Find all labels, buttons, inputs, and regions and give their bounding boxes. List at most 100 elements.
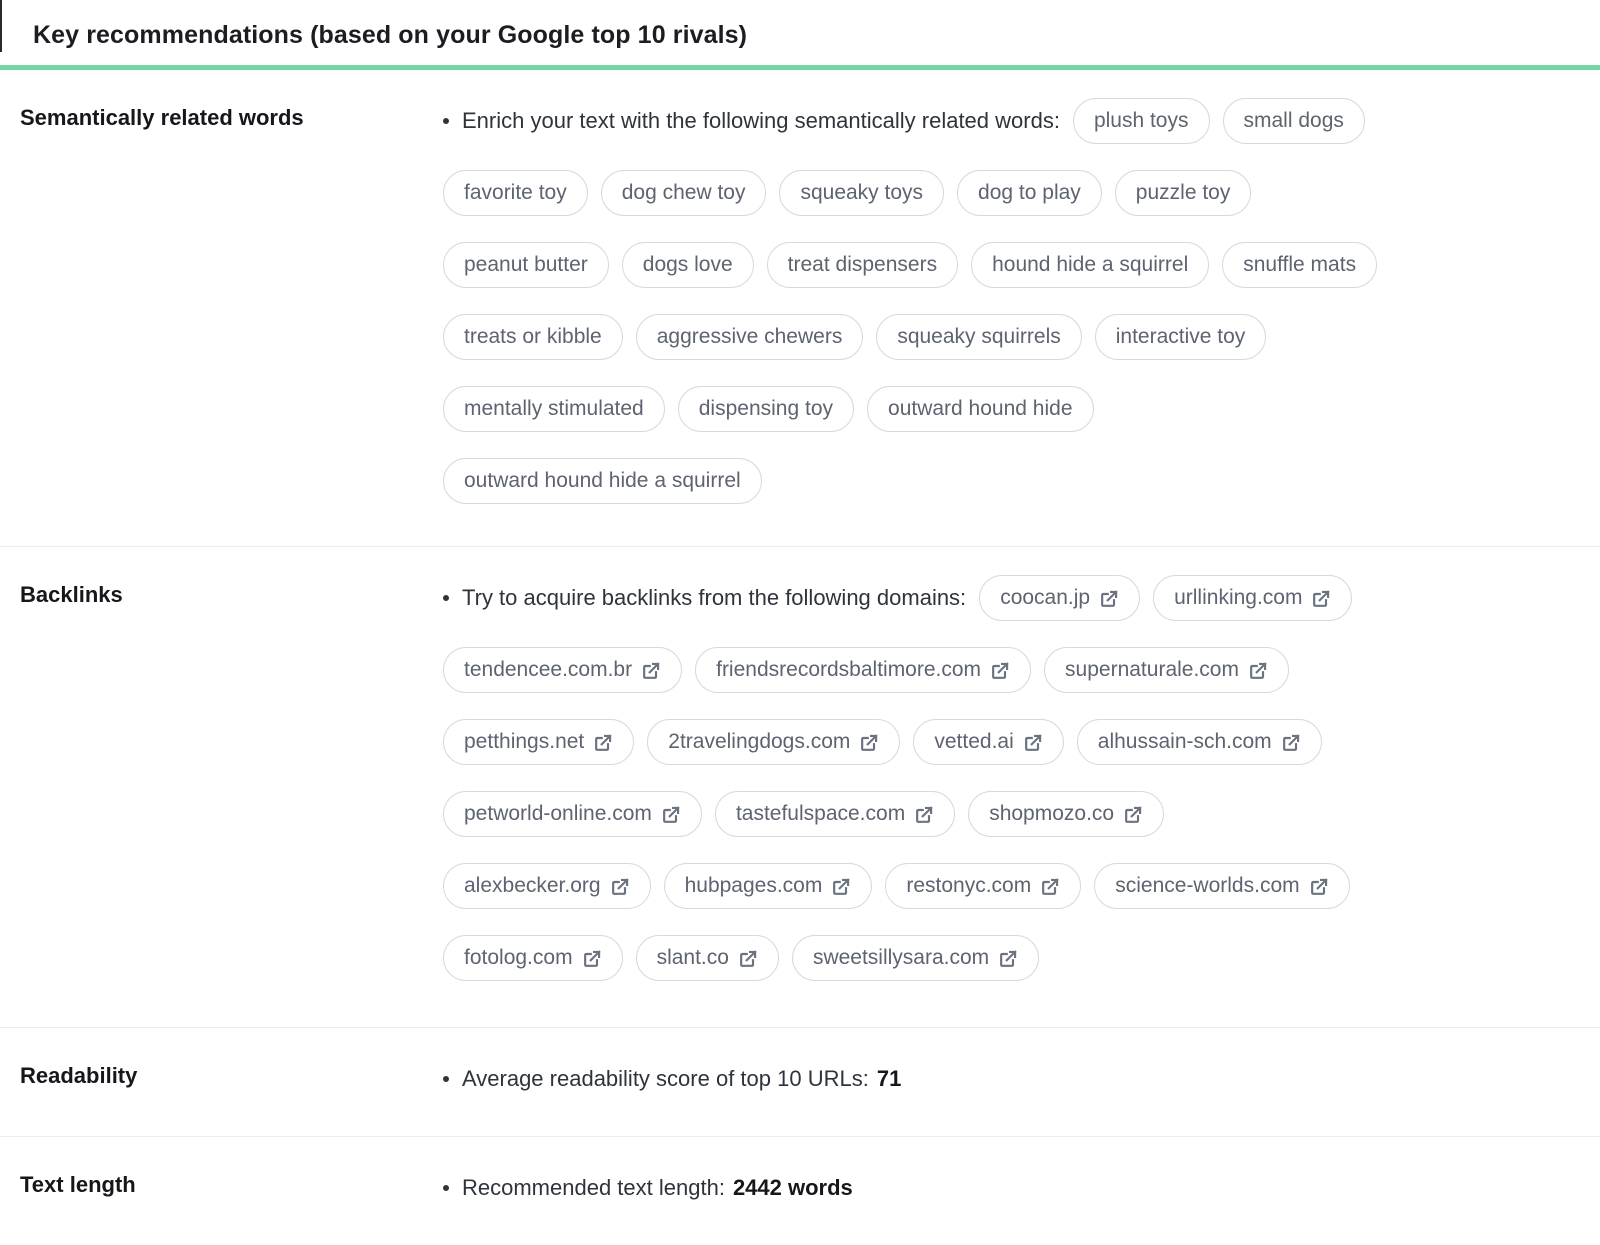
external-link-icon (992, 662, 1009, 679)
chip-label: vetted.ai (934, 730, 1014, 753)
backlinks-content: Try to acquire backlinks from the follow… (443, 575, 1576, 981)
chip-label: tendencee.com.br (464, 658, 633, 681)
external-link-icon (611, 878, 629, 895)
chip-label: petthings.net (464, 730, 585, 753)
related-word-chip: favorite toy (443, 170, 588, 216)
backlink-domain-chip[interactable]: restonyc.com (885, 863, 1082, 909)
section-divider (0, 1027, 1600, 1028)
external-link-icon (1125, 806, 1142, 823)
semantic-words-lead-text: Enrich your text with the following sema… (462, 108, 1060, 133)
backlink-domain-chip[interactable]: alhussain-sch.com (1076, 719, 1322, 765)
readability-line: Average readability score of top 10 URLs… (443, 1056, 1576, 1092)
chip-label: peanut butter (464, 253, 588, 276)
chip-label: hubpages.com (684, 874, 823, 897)
backlink-domain-chip[interactable]: tastefulspace.com (714, 791, 956, 837)
section-backlinks: Backlinks Try to acquire backlinks from … (0, 547, 1600, 1027)
backlink-domain-chip[interactable]: vetted.ai (913, 719, 1064, 765)
chip-label: hound hide a squirrel (992, 253, 1189, 276)
related-word-chip: squeaky toys (779, 170, 945, 216)
backlink-domain-chip[interactable]: 2travelingdogs.com (647, 719, 901, 765)
chip-label: tastefulspace.com (735, 802, 906, 825)
chip-label: sweetsillysara.com (812, 946, 990, 969)
backlink-domain-chip[interactable]: alexbecker.org (443, 863, 651, 909)
external-link-icon (740, 950, 757, 967)
section-semantic-words: Semantically related words Enrich your t… (0, 70, 1600, 546)
chip-label: dog chew toy (621, 181, 746, 204)
chip-label: friendsrecordsbaltimore.com (716, 658, 982, 681)
backlink-domain-chip[interactable]: urllinking.com (1153, 575, 1353, 621)
backlink-domain-chip[interactable]: friendsrecordsbaltimore.com (695, 647, 1032, 693)
chip-label: treats or kibble (464, 325, 602, 348)
bullet-dot (443, 595, 449, 601)
related-word-chip: hound hide a squirrel (971, 242, 1210, 288)
text-length-value: 2442 words (732, 1175, 853, 1200)
chip-label: treat dispensers (787, 253, 938, 276)
chip-label: alexbecker.org (464, 874, 601, 897)
chip-label: science-worlds.com (1115, 874, 1300, 897)
section-label-readability: Readability (20, 1063, 138, 1088)
external-link-icon (583, 950, 601, 967)
backlink-domain-chip[interactable]: petthings.net (443, 719, 635, 765)
external-link-icon (1282, 734, 1300, 751)
related-word-chip: outward hound hide (867, 386, 1094, 432)
bullet-dot (443, 1185, 449, 1191)
semantic-words-content: Enrich your text with the following sema… (443, 98, 1576, 504)
related-word-chip: puzzle toy (1114, 170, 1252, 216)
backlink-domain-chip[interactable]: hubpages.com (663, 863, 873, 909)
chip-label: dogs love (642, 253, 733, 276)
chip-label: outward hound hide (888, 397, 1073, 420)
semantic-words-list: Enrich your text with the following sema… (443, 98, 1576, 504)
related-word-chip: squeaky squirrels (876, 314, 1082, 360)
backlink-domain-chip[interactable]: supernaturale.com (1044, 647, 1289, 693)
external-link-icon (1042, 878, 1059, 895)
readability-content: Average readability score of top 10 URLs… (443, 1056, 1576, 1092)
readability-lead-text: Average readability score of top 10 URLs… (462, 1066, 869, 1091)
related-word-chip: dog to play (957, 170, 1102, 216)
text-length-content: Recommended text length: 2442 words (443, 1165, 1576, 1201)
related-word-chip: dog chew toy (600, 170, 767, 216)
section-label-text-length: Text length (20, 1172, 136, 1197)
section-label-backlinks: Backlinks (20, 582, 123, 607)
chip-label: outward hound hide a squirrel (464, 469, 741, 492)
chip-label: shopmozo.co (989, 802, 1115, 825)
chip-label: mentally stimulated (464, 397, 644, 420)
related-word-chip: mentally stimulated (443, 386, 665, 432)
backlink-domain-chip[interactable]: petworld-online.com (443, 791, 702, 837)
related-word-chip: treat dispensers (766, 242, 959, 288)
related-word-chip: plush toys (1072, 98, 1210, 144)
related-word-chip: snuffle mats (1222, 242, 1378, 288)
chip-label: coocan.jp (1000, 586, 1091, 609)
chip-label: aggressive chewers (656, 325, 843, 348)
external-link-icon (643, 662, 660, 679)
backlink-domain-chip[interactable]: slant.co (635, 935, 779, 981)
external-link-icon (1000, 950, 1017, 967)
backlink-domain-chip[interactable]: sweetsillysara.com (791, 935, 1040, 981)
panel-header: Key recommendations (based on your Googl… (0, 0, 1600, 70)
section-text-length: Text length Recommended text length: 244… (0, 1137, 1600, 1245)
related-word-chip: treats or kibble (443, 314, 623, 360)
key-recommendations-page: { "header": { "title": "Key recommendati… (0, 0, 1600, 1200)
backlink-domain-chip[interactable]: science-worlds.com (1094, 863, 1350, 909)
text-length-lead-text: Recommended text length: (462, 1175, 725, 1200)
external-link-icon (1101, 590, 1118, 607)
backlink-domain-chip[interactable]: coocan.jp (979, 575, 1141, 621)
chip-label: plush toys (1093, 109, 1189, 132)
page-title: Key recommendations (based on your Googl… (33, 21, 748, 49)
external-link-icon (1310, 878, 1328, 895)
external-link-icon (833, 878, 850, 895)
backlink-domain-chip[interactable]: fotolog.com (443, 935, 623, 981)
related-word-chip: dispensing toy (677, 386, 855, 432)
external-link-icon (663, 806, 680, 823)
chip-label: favorite toy (464, 181, 567, 204)
backlink-domain-chip[interactable]: shopmozo.co (968, 791, 1165, 837)
chip-label: small dogs (1243, 109, 1344, 132)
backlink-domain-chip[interactable]: tendencee.com.br (443, 647, 683, 693)
section-label-semantic-words: Semantically related words (20, 105, 304, 130)
chip-label: 2travelingdogs.com (668, 730, 851, 753)
chip-label: fotolog.com (464, 946, 573, 969)
chip-label: snuffle mats (1243, 253, 1357, 276)
external-link-icon (861, 734, 878, 751)
chip-label: dispensing toy (698, 397, 834, 420)
related-word-chip: small dogs (1222, 98, 1365, 144)
chip-label: squeaky squirrels (897, 325, 1061, 348)
